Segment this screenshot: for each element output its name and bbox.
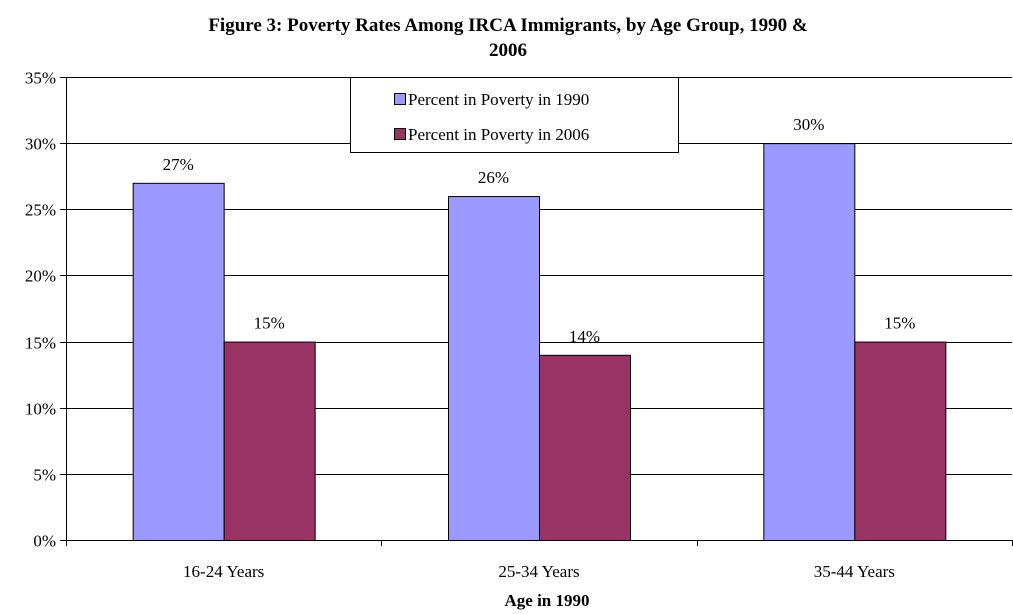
y-tick-label: 0% [33, 532, 56, 551]
y-tick-label: 10% [25, 400, 56, 419]
y-tick-label: 5% [33, 466, 56, 485]
y-tick-label: 35% [25, 69, 56, 88]
bar [763, 143, 856, 541]
legend: Percent in Poverty in 1990 Percent in Pov… [350, 77, 679, 153]
bar [854, 341, 947, 542]
bar [539, 354, 631, 541]
legend-label: Percent in Poverty in 2006 [408, 125, 589, 144]
data-label: 15% [254, 314, 285, 333]
y-tick-label: 15% [25, 334, 56, 353]
data-label: 26% [478, 168, 509, 187]
data-labels: 27% 15% 26% 14% 30% 15% [163, 115, 916, 346]
data-label: 27% [163, 155, 194, 174]
data-label: 15% [884, 314, 915, 333]
bar [132, 182, 225, 541]
x-axis-title: Age in 1990 [505, 591, 590, 610]
bars [132, 143, 947, 542]
y-tick-label: 30% [25, 135, 56, 154]
x-axis: 16-24 Years 25-34 Years 35-44 Years [66, 540, 1013, 581]
y-tick-label: 25% [25, 201, 56, 220]
y-axis: 0% 5% 10% 15% 20% 25% 30% 35% [25, 69, 67, 551]
y-tick-label: 20% [25, 267, 56, 286]
chart-title-line-2: 2006 [489, 40, 527, 61]
legend-label: Percent in Poverty in 1990 [408, 90, 589, 109]
x-tick-label: 35-44 Years [814, 562, 895, 581]
x-tick-label: 16-24 Years [183, 562, 264, 581]
chart-title-line-1: Figure 3: Poverty Rates Among IRCA Immig… [208, 15, 807, 36]
legend-swatch [394, 93, 406, 105]
legend-swatch [394, 128, 406, 140]
x-tick-label: 25-34 Years [498, 562, 579, 581]
chart-title: Figure 3: Poverty Rates Among IRCA Immig… [208, 15, 807, 61]
data-label: 30% [793, 115, 824, 134]
data-label: 14% [569, 327, 600, 346]
bar [223, 341, 316, 542]
bar [448, 196, 540, 542]
